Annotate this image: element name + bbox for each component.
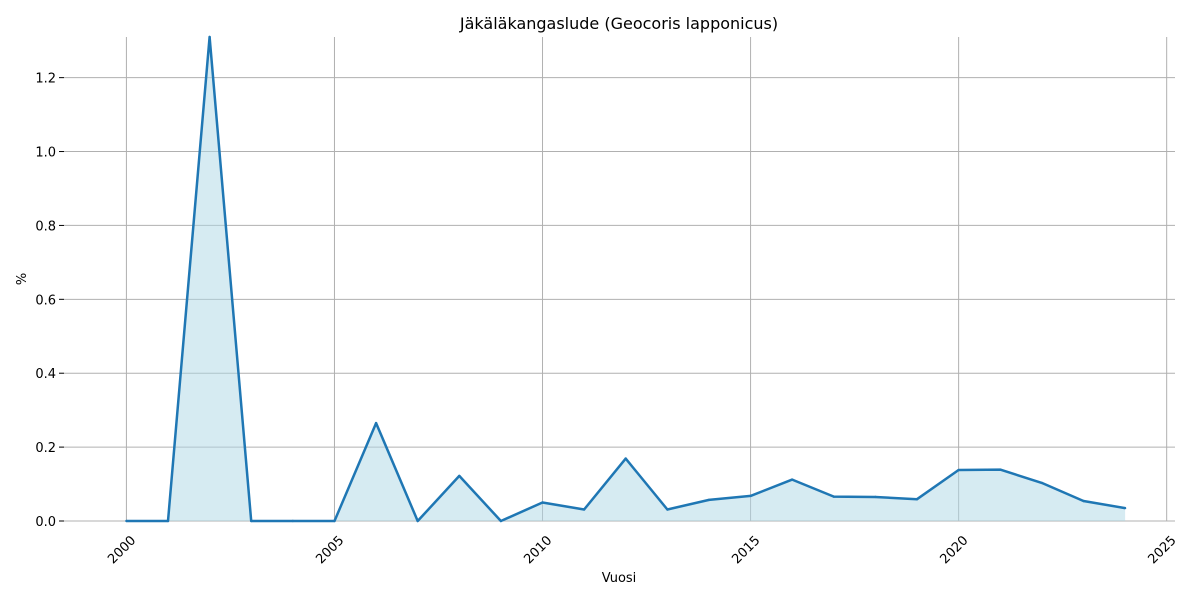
data-point xyxy=(166,519,170,523)
data-point xyxy=(915,498,919,501)
data-point xyxy=(624,457,627,460)
data-point xyxy=(416,519,419,523)
data-point xyxy=(666,508,669,511)
data-point xyxy=(1040,481,1044,485)
x-tick-label: 2020 xyxy=(937,533,971,567)
data-point xyxy=(374,421,378,425)
y-tick-label: 1.2 xyxy=(35,72,56,87)
data-point xyxy=(499,519,503,523)
y-tick-label: 0.4 xyxy=(35,367,56,382)
y-tick-label: 0.0 xyxy=(35,515,56,530)
y-tick-label: 1.0 xyxy=(35,146,56,161)
data-point xyxy=(999,468,1002,471)
data-point xyxy=(208,35,211,39)
y-axis-label: % xyxy=(15,273,30,285)
data-points xyxy=(125,35,1127,523)
data-point xyxy=(749,494,752,498)
x-axis-label: Vuosi xyxy=(602,571,637,586)
data-point xyxy=(874,495,877,499)
area-fill xyxy=(126,37,1126,521)
data-point xyxy=(707,498,711,502)
data-point xyxy=(125,519,128,523)
x-tick-label: 2000 xyxy=(105,533,139,567)
series-line xyxy=(126,35,1126,523)
data-point xyxy=(541,501,544,504)
data-point xyxy=(790,478,794,481)
y-tick-label: 0.6 xyxy=(35,293,56,308)
data-point xyxy=(1082,499,1085,503)
data-point xyxy=(1123,506,1127,510)
data-point xyxy=(333,519,336,523)
chart-title: Jäkäläkangaslude (Geocoris lapponicus) xyxy=(459,14,778,33)
y-axis-ticks: 0.0 0.2 0.4 0.6 0.8 1.0 1.2 xyxy=(35,72,64,530)
x-tick-label: 2010 xyxy=(521,533,555,567)
data-point xyxy=(250,519,253,523)
y-tick-label: 0.8 xyxy=(35,219,56,234)
data-point xyxy=(957,468,960,472)
y-tick-label: 0.2 xyxy=(35,441,56,456)
data-point xyxy=(582,508,586,511)
x-tick-label: 2025 xyxy=(1145,533,1179,567)
data-point xyxy=(291,519,295,523)
x-tick-label: 2005 xyxy=(313,533,347,567)
x-tick-label: 2015 xyxy=(729,533,763,567)
data-point xyxy=(832,495,835,498)
x-axis-ticks: 2000 2005 2010 2015 2020 2025 xyxy=(105,533,1179,567)
data-point xyxy=(458,474,461,478)
